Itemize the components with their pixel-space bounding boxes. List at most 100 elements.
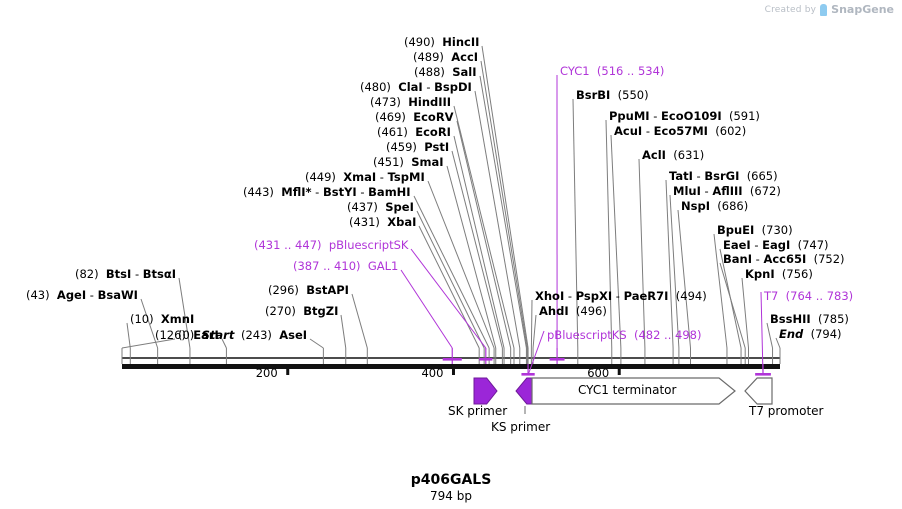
enzyme-label-EarI[interactable]: (126) EarI <box>155 329 219 342</box>
enzyme-label-SalI[interactable]: (488) SalI <box>414 66 477 79</box>
enzyme-names: BtsI - BtsαI <box>106 267 176 281</box>
enzyme-names: End <box>779 327 803 341</box>
enzyme-position: (490) <box>404 35 435 49</box>
leader-line-BanI <box>719 262 746 349</box>
leader-line-XmaI <box>427 180 495 349</box>
leader-line-BsrBI <box>572 98 579 349</box>
feature-label-pBluescriptSK[interactable]: (431 .. 447) pBluescriptSK <box>254 239 408 252</box>
arrow-caption-cyc1-terminator[interactable]: CYC1 terminator <box>578 383 677 397</box>
enzyme-label-SmaI[interactable]: (451) SmaI <box>373 156 444 169</box>
enzyme-name: AhdI <box>539 304 569 318</box>
enzyme-names: TatI - BsrGI <box>669 169 739 183</box>
snapgene-logo-icon <box>820 3 828 16</box>
enzyme-label-AhdI[interactable]: AhdI (496) <box>539 305 607 318</box>
enzyme-label-BtsI[interactable]: (82) BtsI - BtsαI <box>75 268 176 281</box>
enzyme-label-AcuI[interactable]: AcuI - Eco57MI (602) <box>614 125 746 138</box>
enzyme-label-MflI[interactable]: (443) MflI* - BstYI - BamHI <box>243 186 411 199</box>
enzyme-label-PstI[interactable]: (459) PstI <box>386 141 449 154</box>
feature-label-pBluescriptKS[interactable]: pBluescriptKS (482 .. 498) <box>547 329 701 342</box>
plasmid-length: 794 bp <box>430 489 472 503</box>
enzyme-position: (449) <box>305 170 336 184</box>
enzyme-label-Start[interactable]: (0) Start <box>178 329 234 342</box>
enzyme-label-AccI[interactable]: (489) AccI <box>413 51 478 64</box>
enzyme-label-BssHII[interactable]: BssHII (785) <box>770 313 849 326</box>
enzyme-label-XbaI[interactable]: (431) XbaI <box>349 216 416 229</box>
enzyme-position: (631) <box>673 148 705 162</box>
enzyme-label-EcoRV[interactable]: (469) EcoRV <box>375 111 454 124</box>
enzyme-label-SpeI[interactable]: (437) SpeI <box>347 201 414 214</box>
enzyme-position: (489) <box>413 50 444 64</box>
enzyme-position: (756) <box>781 267 813 281</box>
feature-span-pBluescriptSK <box>479 358 493 361</box>
enzyme-name: MluI <box>673 184 701 198</box>
enzyme-position: (488) <box>414 65 445 79</box>
leader-line-AseI <box>309 338 324 349</box>
enzyme-position: (591) <box>729 109 760 123</box>
enzyme-names: SpeI <box>385 200 414 214</box>
enzyme-name: EagI <box>762 238 791 252</box>
enzyme-label-AgeI[interactable]: (43) AgeI - BsaWI <box>26 289 138 302</box>
leader-line-BtgZI <box>340 314 347 349</box>
enzyme-label-EaeI[interactable]: EaeI - EagI (747) <box>723 239 829 252</box>
enzyme-label-BsrBI[interactable]: BsrBI (550) <box>576 89 649 102</box>
enzyme-label-XhoI[interactable]: XhoI - PspXI - PaeR7I (494) <box>535 290 707 303</box>
enzyme-name-separator: - <box>752 252 764 266</box>
arrow-sk-primer[interactable] <box>473 377 498 405</box>
enzyme-name: HindIII <box>408 95 452 109</box>
enzyme-label-MluI[interactable]: MluI - AflIII (672) <box>673 185 781 198</box>
leader-line-AgeI <box>140 298 159 349</box>
enzyme-label-PpuMI[interactable]: PpuMI - EcoO109I (591) <box>609 110 760 123</box>
enzyme-label-TatI[interactable]: TatI - BsrGI (665) <box>669 170 778 183</box>
enzyme-label-BpuEI[interactable]: BpuEI (730) <box>717 224 793 237</box>
arrow-caption-t7-promoter[interactable]: T7 promoter <box>749 404 824 418</box>
enzyme-names: AclI <box>642 148 666 162</box>
enzyme-names: XbaI <box>387 215 416 229</box>
enzyme-label-EcoRI[interactable]: (461) EcoRI <box>377 126 451 139</box>
enzyme-names: HindIII <box>408 95 451 109</box>
enzyme-label-BtgZI[interactable]: (270) BtgZI <box>265 305 338 318</box>
enzyme-names: BanI - Acc65I <box>723 252 806 266</box>
enzyme-label-HindIII[interactable]: (473) HindIII <box>370 96 451 109</box>
enzyme-name: BtgZI <box>303 304 339 318</box>
leader-line-EcoRV <box>456 120 512 349</box>
enzyme-position: (443) <box>243 185 274 199</box>
enzyme-label-NspI[interactable]: NspI (686) <box>681 200 748 213</box>
leader-line-SpeI <box>416 210 485 349</box>
enzyme-label-KpnI[interactable]: KpnI (756) <box>745 268 813 281</box>
enzyme-label-AseI[interactable]: (243) AseI <box>241 329 307 342</box>
enzyme-names: MluI - AflIII <box>673 184 743 198</box>
enzyme-label-ClaI[interactable]: (480) ClaI - BspDI <box>360 81 472 94</box>
enzyme-label-AclI[interactable]: AclI (631) <box>642 149 704 162</box>
arrow-cyc1-terminator[interactable] <box>531 377 736 405</box>
enzyme-position: (0) <box>178 328 195 342</box>
enzyme-name: SmaI <box>411 155 444 169</box>
enzyme-position: (752) <box>813 252 845 266</box>
leader-line-EarI <box>221 338 227 349</box>
enzyme-name-separator: - <box>311 185 323 199</box>
feature-label-GAL1[interactable]: (387 .. 410) GAL1 <box>293 260 398 273</box>
arrow-t7-promoter[interactable] <box>744 377 773 405</box>
sequence-backbone-bar <box>122 364 780 369</box>
enzyme-names: AseI <box>279 328 307 342</box>
enzyme-position: (480) <box>360 80 391 94</box>
leader-line-BssHII <box>766 322 774 349</box>
leader-line-BpuEI <box>713 233 728 349</box>
feature-leader-T7 <box>760 291 764 376</box>
feature-label-CYC1[interactable]: CYC1 (516 .. 534) <box>560 65 664 78</box>
arrow-caption-ks-primer[interactable]: KS primer <box>491 420 551 434</box>
feature-label-T7[interactable]: T7 (764 .. 783) <box>764 290 853 303</box>
enzyme-names: KpnI <box>745 267 775 281</box>
enzyme-label-XmaI[interactable]: (449) XmaI - TspMI <box>305 171 425 184</box>
enzyme-label-BstAPI[interactable]: (296) BstAPI <box>268 284 349 297</box>
enzyme-name: TatI <box>669 169 693 183</box>
leader-line-NspI <box>677 209 691 349</box>
enzyme-label-BanI[interactable]: BanI - Acc65I (752) <box>723 253 845 266</box>
arrow-caption-sk-primer[interactable]: SK primer <box>448 404 508 418</box>
enzyme-label-End[interactable]: End (794) <box>779 328 842 341</box>
enzyme-names: BsrBI <box>576 88 610 102</box>
enzyme-names: EarI <box>193 328 219 342</box>
leader-line-AcuI <box>610 134 622 349</box>
enzyme-label-XmnI[interactable]: (10) XmnI <box>130 313 194 326</box>
enzyme-label-HincII[interactable]: (490) HincII <box>404 36 479 49</box>
